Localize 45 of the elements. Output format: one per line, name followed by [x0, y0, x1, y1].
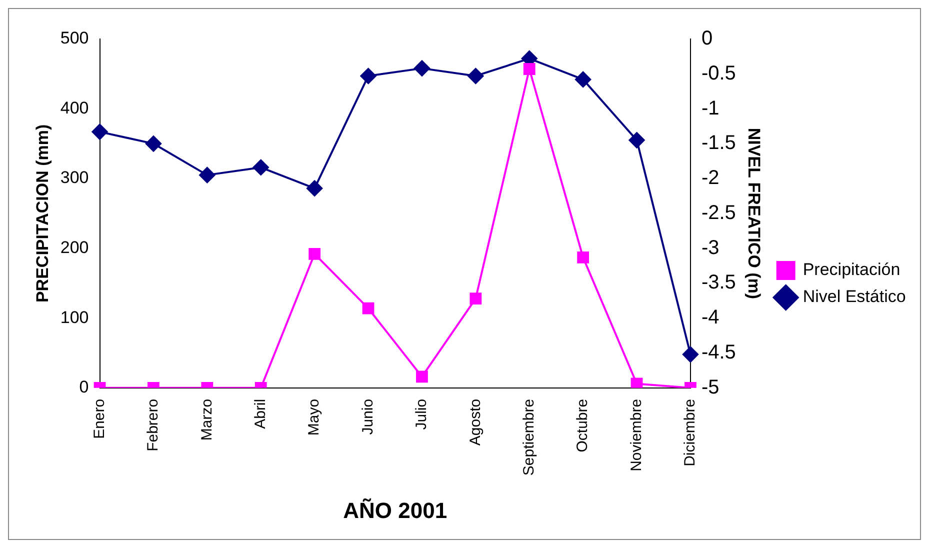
y-tick-label: 200	[60, 238, 89, 258]
x-tick-label: Septiembre	[520, 398, 538, 476]
point	[92, 124, 108, 140]
x-tick-label: Octubre	[574, 398, 592, 452]
legend-label: Precipitación	[802, 260, 900, 280]
y2-tick-label: -1.5	[701, 132, 736, 154]
x-tick-label: Julio	[413, 398, 430, 430]
y2-tick-label: -0.5	[701, 62, 736, 84]
x-tick-label: Mayo	[306, 398, 323, 436]
y-tick-label: 400	[60, 98, 89, 118]
y-tick-label: 0	[79, 378, 89, 397]
x-tick-label: Agosto	[466, 398, 484, 446]
legend-label: Nivel Estático	[802, 287, 906, 306]
point	[682, 346, 698, 362]
y2-tick-label: 0	[701, 28, 713, 50]
y-tick-label: 500	[60, 28, 89, 48]
point	[252, 159, 269, 176]
point	[199, 167, 216, 184]
y-tick-label: 300	[60, 168, 89, 188]
x-tick-label: Febrero	[144, 398, 162, 452]
y2-tick-label: -1	[701, 97, 720, 120]
y2-tick-label: -2	[701, 167, 720, 190]
y-axis-title: PRECIPITACION (mm)	[32, 124, 52, 303]
x-tick-label: Abril	[252, 398, 270, 429]
x-tick-label: Diciembre	[682, 398, 699, 466]
x-tick-label: Junio	[359, 398, 376, 435]
x-tick-label: Noviembre	[628, 398, 645, 472]
x-tick-label: Marzo	[198, 398, 216, 441]
y-tick-label: 100	[60, 308, 89, 327]
y2-tick-label: -2.5	[701, 202, 736, 224]
point	[306, 180, 323, 196]
point	[628, 132, 645, 148]
y2-tick-label: -3	[701, 236, 720, 259]
x-tick-label: Enero	[90, 398, 108, 439]
point	[360, 68, 376, 84]
point	[468, 68, 484, 84]
y2-tick-label: -5	[701, 376, 720, 398]
y2-tick-label: -3.5	[701, 272, 736, 294]
point	[414, 60, 430, 76]
y2-axis-title: NIVEL FREATICO (m)	[744, 128, 764, 300]
y2-tick-label: -4	[701, 306, 720, 329]
y2-tick-label: -4.5	[701, 342, 736, 364]
x-axis-title: AÑO 2001	[343, 498, 448, 523]
point	[145, 136, 162, 152]
point	[575, 71, 592, 88]
